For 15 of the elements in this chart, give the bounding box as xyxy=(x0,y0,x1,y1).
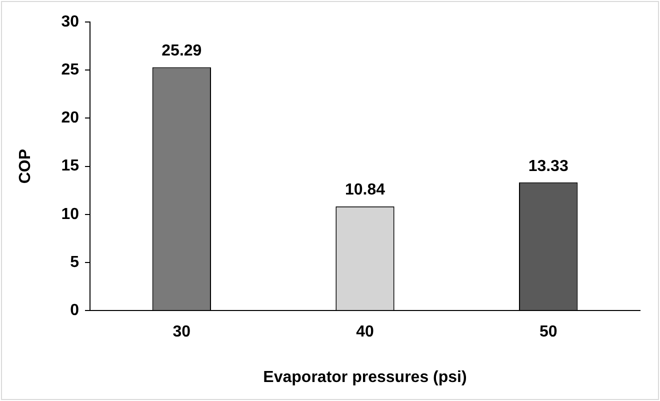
x-axis-title: Evaporator pressures (psi) xyxy=(263,368,467,386)
y-tick-label: 10 xyxy=(61,206,80,223)
y-tick-label: 5 xyxy=(70,254,80,271)
y-tick-label: 20 xyxy=(61,110,80,127)
x-tick-label: 40 xyxy=(356,324,374,341)
data-label: 10.84 xyxy=(344,182,386,199)
x-tick-label: 50 xyxy=(539,324,558,341)
x-tick-label: 30 xyxy=(172,324,191,341)
y-tick-label: 25 xyxy=(61,62,80,79)
data-label: 25.29 xyxy=(162,42,202,60)
y-tick-label: 0 xyxy=(70,302,80,320)
y-tick-label: 30 xyxy=(61,13,80,30)
data-label: 13.33 xyxy=(528,158,568,175)
y-axis-title: COP xyxy=(17,148,34,184)
y-tick-label: 15 xyxy=(61,158,80,175)
